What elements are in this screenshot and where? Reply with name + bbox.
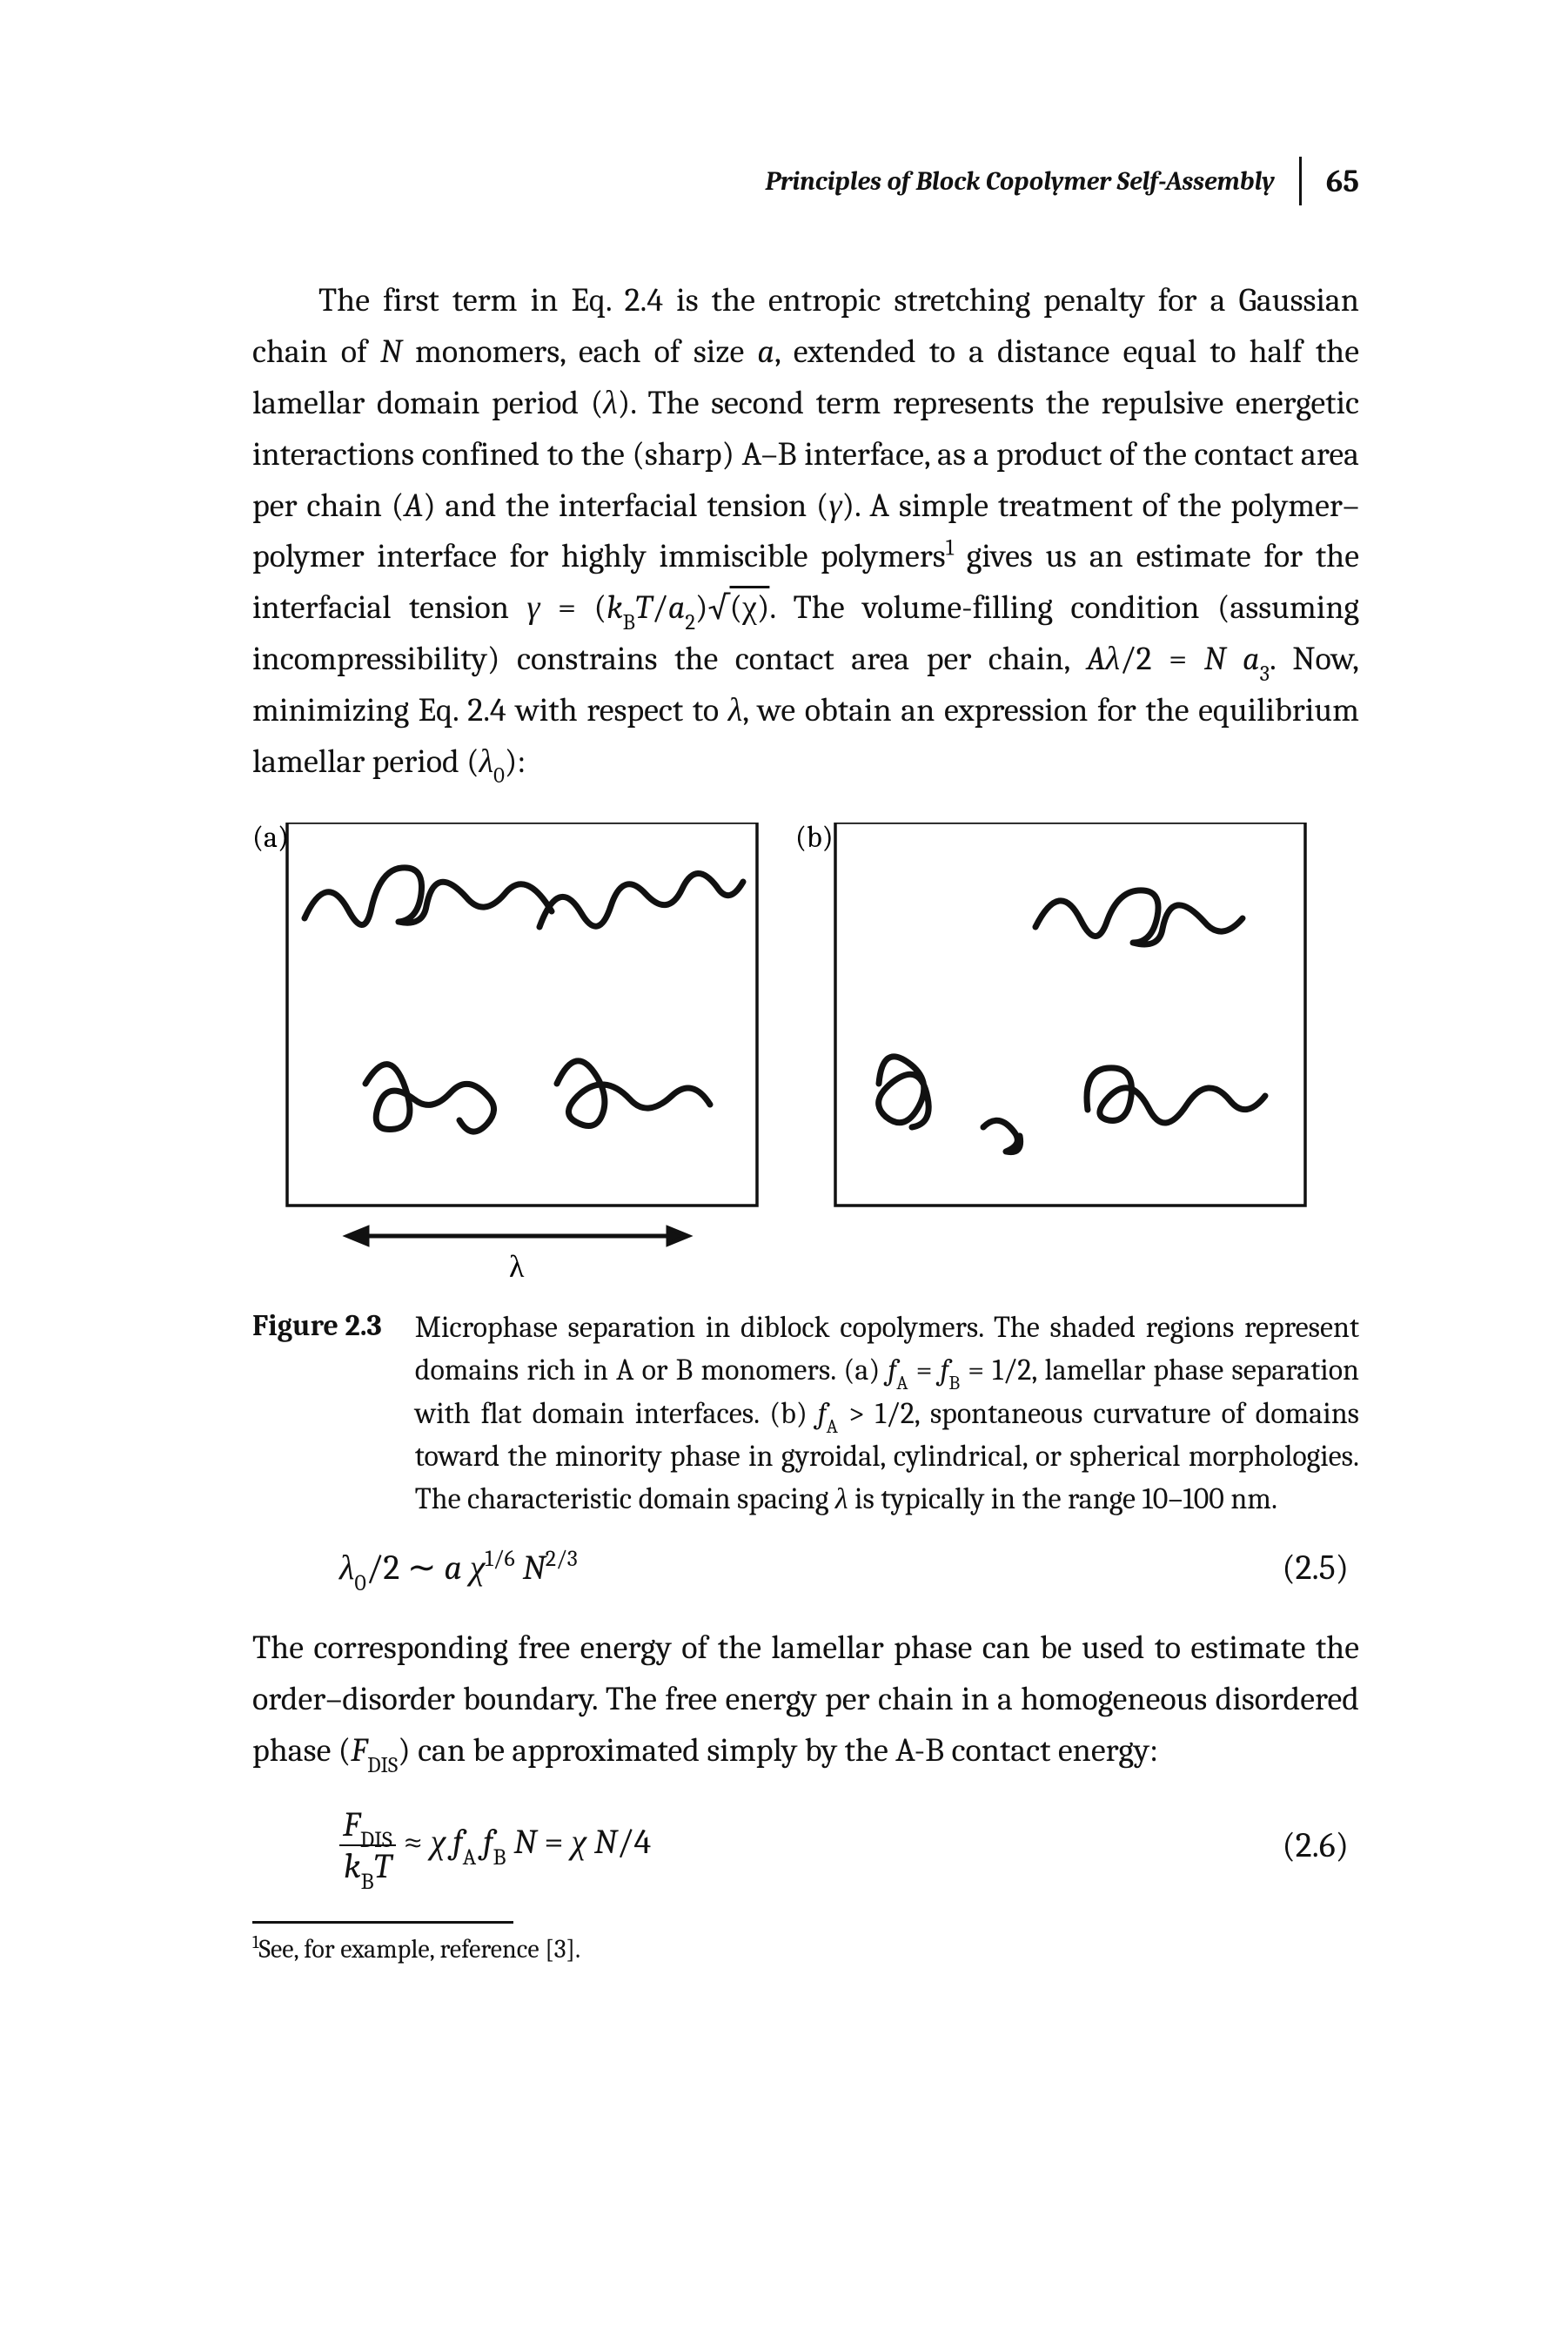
eq26-number: (2.6) [1283,1825,1359,1865]
running-header: Principles of Block Copolymer Self-Assem… [252,157,1359,205]
header-page-number: 65 [1326,164,1359,199]
eq26-numerator: FDIS [339,1804,396,1846]
equation-2-6: FDIS kBT ≈ χ fA fB N = χ N/4 (2.6) [252,1804,1359,1886]
figure-caption: Figure 2.3 Microphase separation in dibl… [252,1306,1359,1521]
eq25-number: (2.5) [1282,1548,1359,1588]
eq26-rhs: ≈ χ fA fB N = χ N/4 [404,1822,652,1862]
paragraph-1: The first term in Eq. 2.4 is the entropi… [252,275,1359,788]
figure-2-3: (a) λ (b) [252,823,1359,1521]
footnote-separator [252,1921,513,1924]
lambda-label: λ [509,1249,525,1285]
eq25-expression: λ0/2 ∼ a χ1/6 N2/3 [339,1547,578,1588]
header-separator [1299,157,1302,205]
header-title: Principles of Block Copolymer Self-Assem… [766,166,1275,197]
eq26-expression: FDIS kBT ≈ χ fA fB N = χ N/4 [339,1804,651,1886]
equation-2-5: λ0/2 ∼ a χ1/6 N2/3 (2.5) [252,1547,1359,1588]
footnote-1: 1See, for example, reference [3]. [252,1934,1359,1965]
panel-b-label: (b) [795,823,834,855]
figure-diagram: (a) λ (b) [252,823,1359,1293]
panel-a-label: (a) [252,823,289,855]
figure-caption-text: Microphase separation in diblock copolym… [415,1306,1359,1521]
figure-label: Figure 2.3 [252,1306,382,1521]
paragraph-2: The corresponding free energy of the lam… [252,1622,1359,1777]
